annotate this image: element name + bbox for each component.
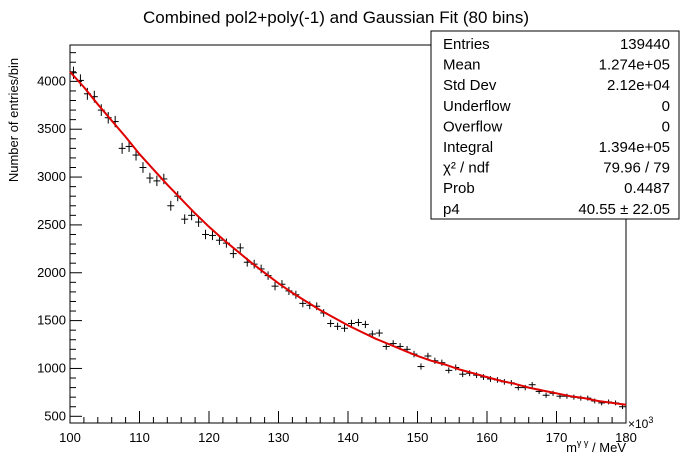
x-tick-label: 110 — [129, 430, 150, 445]
stats-label: Overflow — [443, 118, 502, 135]
y-tick-label: 3000 — [37, 169, 66, 184]
stats-row: Std Dev 2.12e+04 — [443, 77, 670, 94]
data-point — [139, 162, 147, 173]
stats-value: 0.4487 — [624, 180, 670, 197]
y-tick-label: 4000 — [37, 73, 66, 88]
chart-title: Combined pol2+poly(-1) and Gaussian Fit … — [143, 8, 529, 27]
data-point — [417, 363, 425, 370]
data-point — [153, 175, 161, 187]
y-tick-label: 3500 — [37, 121, 66, 136]
stats-row: Integral 1.394e+05 — [443, 139, 670, 156]
data-point — [118, 142, 126, 154]
y-tick-label: 2000 — [37, 265, 66, 280]
data-point — [167, 200, 175, 211]
data-point — [361, 320, 369, 329]
data-point — [341, 324, 348, 332]
stats-label: p4 — [443, 201, 460, 218]
data-point — [445, 367, 453, 374]
x-tick-label: 130 — [268, 430, 290, 445]
stats-row: p4 40.55 ± 22.05 — [443, 201, 670, 218]
data-point — [202, 229, 209, 240]
stats-value: 139440 — [620, 36, 670, 53]
y-tick-label: 500 — [44, 408, 66, 423]
stats-label: Mean — [443, 57, 481, 74]
stats-value: 0 — [662, 118, 670, 135]
data-point — [348, 319, 355, 328]
stats-value: 79.96 / 79 — [603, 160, 670, 177]
x-tick-label: 180 — [615, 430, 637, 445]
y-tick-label: 2500 — [37, 217, 66, 232]
stats-row: Mean 1.274e+05 — [443, 57, 670, 74]
data-point — [334, 322, 342, 330]
data-point — [424, 352, 432, 360]
stats-row: Overflow 0 — [443, 118, 670, 135]
stats-value: 40.55 ± 22.05 — [578, 201, 670, 218]
x-tick-label: 100 — [59, 430, 81, 445]
stats-value: 1.274e+05 — [599, 57, 670, 74]
y-axis: 500 1000 1500 2000 2500 3000 3500 4000 — [37, 52, 82, 423]
stats-row: Entries 139440 — [443, 36, 670, 53]
stats-label: χ² / ndf — [443, 160, 490, 177]
data-point — [188, 210, 196, 221]
stats-box: Entries 139440 Mean 1.274e+05 Std Dev 2.12e+0… — [430, 30, 680, 220]
data-point — [195, 217, 203, 227]
stats-label: Entries — [443, 36, 490, 53]
x-tick-label: 150 — [407, 430, 429, 445]
x-axis: 100 110 120 130 140 150 160 170 180 — [59, 411, 637, 445]
stats-value: 1.394e+05 — [599, 139, 670, 156]
stats-label: Prob — [443, 180, 475, 197]
data-point — [354, 318, 362, 327]
data-point — [459, 371, 467, 378]
data-point — [181, 214, 189, 225]
data-point — [382, 343, 390, 350]
x-tick-label: 170 — [546, 430, 568, 445]
x-tick-label: 120 — [198, 430, 220, 445]
y-tick-label: 1000 — [37, 360, 66, 375]
data-point — [271, 282, 279, 291]
data-point — [236, 243, 244, 253]
data-point — [542, 392, 550, 398]
stats-value: 2.12e+04 — [607, 77, 670, 94]
x-tick-label: 140 — [337, 430, 359, 445]
data-point — [375, 329, 383, 337]
data-point — [528, 381, 536, 388]
y-tick-label: 1500 — [37, 313, 66, 328]
stats-label: Underflow — [443, 98, 511, 115]
fit-curve — [69, 71, 627, 406]
stats-value: 0 — [662, 98, 670, 115]
data-point — [146, 172, 154, 184]
data-point — [514, 384, 522, 391]
stats-label: Integral — [443, 139, 493, 156]
stats-row: χ² / ndf 79.96 / 79 — [443, 160, 670, 177]
stats-row: Prob 0.4487 — [443, 180, 670, 197]
stats-row: Underflow 0 — [443, 98, 670, 115]
x-axis-label: mγ γ / MeV — [566, 438, 626, 455]
data-point — [327, 319, 335, 328]
y-axis-label: Number of entries/bin — [6, 58, 21, 182]
data-point — [299, 299, 307, 308]
stats-label: Std Dev — [443, 77, 497, 94]
data-point — [229, 249, 237, 259]
data-point — [132, 149, 140, 161]
data-point — [209, 230, 216, 241]
x-axis-exponent: ×103 — [628, 415, 653, 431]
x-tick-label: 160 — [476, 430, 498, 445]
